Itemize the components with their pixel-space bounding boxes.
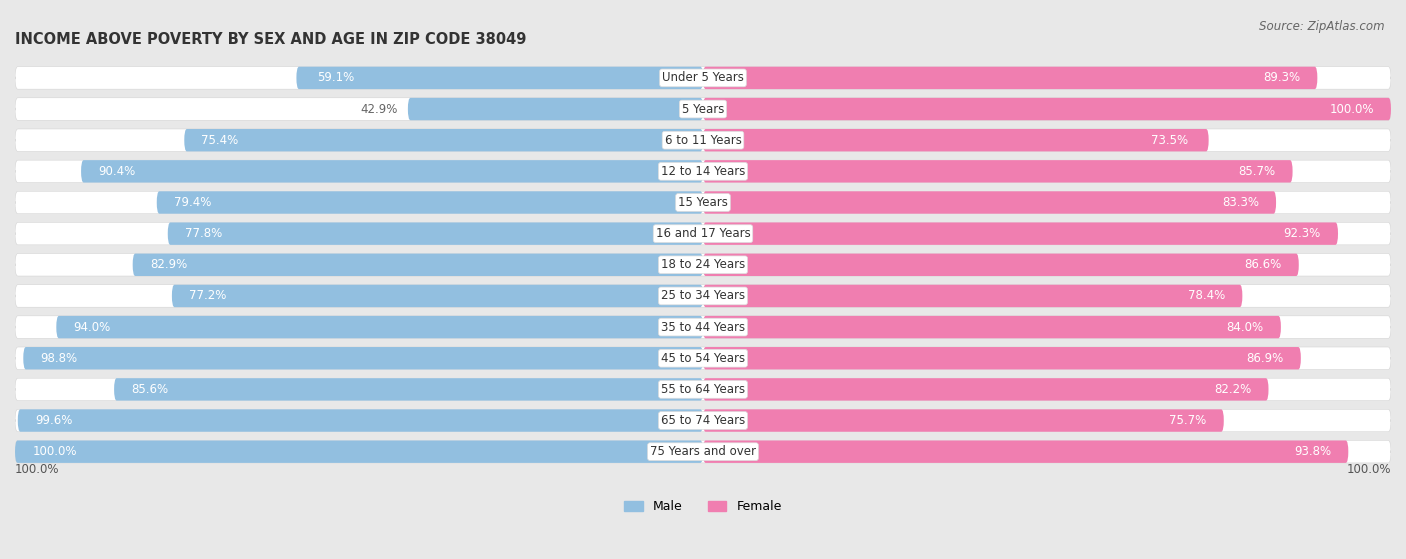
FancyBboxPatch shape	[703, 67, 1317, 89]
Text: 86.9%: 86.9%	[1247, 352, 1284, 364]
Text: Source: ZipAtlas.com: Source: ZipAtlas.com	[1260, 20, 1385, 32]
Text: 16 and 17 Years: 16 and 17 Years	[655, 227, 751, 240]
Text: 93.8%: 93.8%	[1294, 445, 1331, 458]
FancyBboxPatch shape	[172, 285, 703, 307]
Text: 99.6%: 99.6%	[35, 414, 72, 427]
Text: 86.6%: 86.6%	[1244, 258, 1282, 271]
FancyBboxPatch shape	[114, 378, 703, 401]
FancyBboxPatch shape	[15, 160, 1391, 183]
Text: 100.0%: 100.0%	[1329, 102, 1374, 116]
FancyBboxPatch shape	[156, 191, 703, 214]
Text: 5 Years: 5 Years	[682, 102, 724, 116]
FancyBboxPatch shape	[184, 129, 703, 151]
FancyBboxPatch shape	[15, 440, 1391, 463]
FancyBboxPatch shape	[24, 347, 703, 369]
Text: 85.6%: 85.6%	[131, 383, 169, 396]
Text: 77.2%: 77.2%	[188, 290, 226, 302]
FancyBboxPatch shape	[15, 191, 1391, 214]
Text: 18 to 24 Years: 18 to 24 Years	[661, 258, 745, 271]
Text: 82.2%: 82.2%	[1215, 383, 1251, 396]
Text: 75.4%: 75.4%	[201, 134, 239, 146]
Text: 45 to 54 Years: 45 to 54 Years	[661, 352, 745, 364]
FancyBboxPatch shape	[703, 160, 1292, 183]
Text: 75 Years and over: 75 Years and over	[650, 445, 756, 458]
FancyBboxPatch shape	[703, 222, 1339, 245]
FancyBboxPatch shape	[56, 316, 703, 338]
FancyBboxPatch shape	[703, 347, 1301, 369]
Text: 84.0%: 84.0%	[1226, 321, 1264, 334]
Text: 77.8%: 77.8%	[186, 227, 222, 240]
Text: 100.0%: 100.0%	[32, 445, 77, 458]
FancyBboxPatch shape	[703, 254, 1299, 276]
Text: 6 to 11 Years: 6 to 11 Years	[665, 134, 741, 146]
Text: 100.0%: 100.0%	[15, 463, 59, 476]
Text: 59.1%: 59.1%	[316, 72, 354, 84]
Text: 42.9%: 42.9%	[360, 102, 398, 116]
FancyBboxPatch shape	[408, 98, 703, 120]
Text: 83.3%: 83.3%	[1222, 196, 1258, 209]
FancyBboxPatch shape	[15, 316, 1391, 338]
FancyBboxPatch shape	[15, 378, 1391, 401]
Text: 100.0%: 100.0%	[1347, 463, 1391, 476]
FancyBboxPatch shape	[15, 129, 1391, 151]
Text: 12 to 14 Years: 12 to 14 Years	[661, 165, 745, 178]
Text: INCOME ABOVE POVERTY BY SEX AND AGE IN ZIP CODE 38049: INCOME ABOVE POVERTY BY SEX AND AGE IN Z…	[15, 32, 526, 47]
FancyBboxPatch shape	[15, 440, 703, 463]
FancyBboxPatch shape	[15, 254, 1391, 276]
FancyBboxPatch shape	[15, 98, 1391, 120]
FancyBboxPatch shape	[15, 67, 1391, 89]
Text: 92.3%: 92.3%	[1284, 227, 1320, 240]
FancyBboxPatch shape	[132, 254, 703, 276]
FancyBboxPatch shape	[15, 409, 1391, 432]
Text: 90.4%: 90.4%	[98, 165, 135, 178]
FancyBboxPatch shape	[703, 191, 1277, 214]
FancyBboxPatch shape	[82, 160, 703, 183]
FancyBboxPatch shape	[167, 222, 703, 245]
FancyBboxPatch shape	[15, 222, 1391, 245]
Text: 82.9%: 82.9%	[150, 258, 187, 271]
Legend: Male, Female: Male, Female	[619, 494, 787, 519]
FancyBboxPatch shape	[703, 129, 1209, 151]
FancyBboxPatch shape	[703, 378, 1268, 401]
Text: 98.8%: 98.8%	[41, 352, 77, 364]
FancyBboxPatch shape	[703, 440, 1348, 463]
Text: Under 5 Years: Under 5 Years	[662, 72, 744, 84]
Text: 73.5%: 73.5%	[1152, 134, 1188, 146]
Text: 25 to 34 Years: 25 to 34 Years	[661, 290, 745, 302]
Text: 15 Years: 15 Years	[678, 196, 728, 209]
Text: 89.3%: 89.3%	[1263, 72, 1301, 84]
Text: 78.4%: 78.4%	[1188, 290, 1225, 302]
Text: 75.7%: 75.7%	[1170, 414, 1206, 427]
FancyBboxPatch shape	[297, 67, 703, 89]
FancyBboxPatch shape	[15, 285, 1391, 307]
FancyBboxPatch shape	[703, 285, 1243, 307]
FancyBboxPatch shape	[703, 409, 1223, 432]
FancyBboxPatch shape	[15, 347, 1391, 369]
Text: 85.7%: 85.7%	[1239, 165, 1275, 178]
FancyBboxPatch shape	[18, 409, 703, 432]
Text: 94.0%: 94.0%	[73, 321, 111, 334]
Text: 35 to 44 Years: 35 to 44 Years	[661, 321, 745, 334]
Text: 79.4%: 79.4%	[174, 196, 211, 209]
Text: 65 to 74 Years: 65 to 74 Years	[661, 414, 745, 427]
Text: 55 to 64 Years: 55 to 64 Years	[661, 383, 745, 396]
FancyBboxPatch shape	[703, 98, 1391, 120]
FancyBboxPatch shape	[703, 316, 1281, 338]
